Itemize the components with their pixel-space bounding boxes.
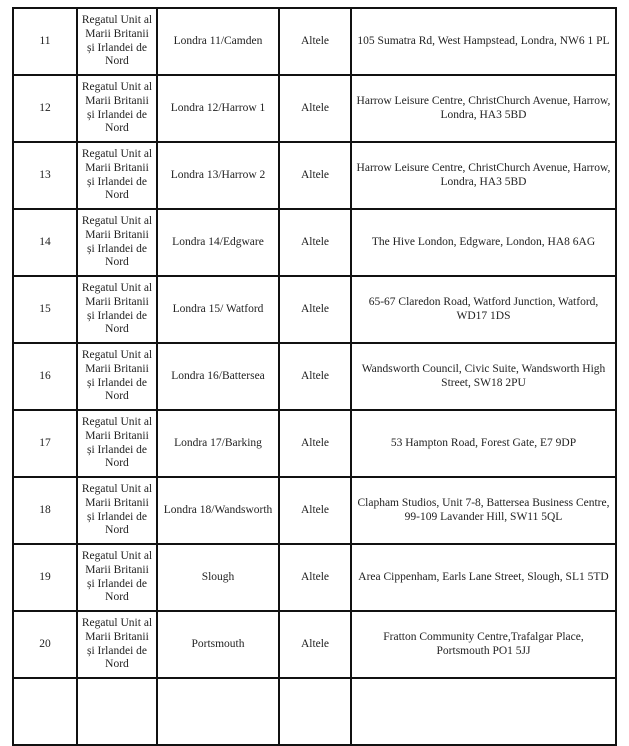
section-type: Altele [278, 208, 352, 277]
row-number: 14 [12, 208, 78, 277]
section-name: Londra 11/Camden [156, 7, 280, 76]
table-row: 11 Regatul Unit al Marii Britanii și Irla… [12, 7, 617, 76]
table-row: 13 Regatul Unit al Marii Britanii și Irla… [12, 141, 617, 210]
table-row: 20 Regatul Unit al Marii Britanii și Irla… [12, 610, 617, 679]
section-type: Altele [278, 275, 352, 344]
row-number: 19 [12, 543, 78, 612]
address-cell: 53 Hampton Road, Forest Gate, E7 9DP [350, 409, 617, 478]
address-cell: Wandsworth Council, Civic Suite, Wandswo… [350, 342, 617, 411]
table-row: 17 Regatul Unit al Marii Britanii și Irla… [12, 409, 617, 478]
table-row: 18 Regatul Unit al Marii Britanii și Irla… [12, 476, 617, 545]
table-row-partial [12, 677, 617, 746]
section-name: Londra 16/Battersea [156, 342, 280, 411]
section-name: Londra 17/Barking [156, 409, 280, 478]
country-cell: Regatul Unit al Marii Britanii și Irland… [76, 275, 158, 344]
address-cell: Harrow Leisure Centre, ChristChurch Aven… [350, 141, 617, 210]
section-type: Altele [278, 7, 352, 76]
row-number: 17 [12, 409, 78, 478]
country-cell: Regatul Unit al Marii Britanii și Irland… [76, 342, 158, 411]
empty-cell [350, 677, 617, 746]
section-name: Slough [156, 543, 280, 612]
section-type: Altele [278, 409, 352, 478]
row-number: 11 [12, 7, 78, 76]
section-name: Portsmouth [156, 610, 280, 679]
address-cell: 105 Sumatra Rd, West Hampstead, Londra, … [350, 7, 617, 76]
section-name: Londra 13/Harrow 2 [156, 141, 280, 210]
section-type: Altele [278, 476, 352, 545]
row-number: 12 [12, 74, 78, 143]
address-cell: Area Cippenham, Earls Lane Street, Sloug… [350, 543, 617, 612]
address-cell: Clapham Studios, Unit 7-8, Battersea Bus… [350, 476, 617, 545]
table-row: 14 Regatul Unit al Marii Britanii și Irla… [12, 208, 617, 277]
address-cell: Harrow Leisure Centre, ChristChurch Aven… [350, 74, 617, 143]
section-type: Altele [278, 543, 352, 612]
table-row: 12 Regatul Unit al Marii Britanii și Irla… [12, 74, 617, 143]
country-cell: Regatul Unit al Marii Britanii și Irland… [76, 141, 158, 210]
country-cell: Regatul Unit al Marii Britanii și Irland… [76, 7, 158, 76]
empty-cell [278, 677, 352, 746]
section-name: Londra 14/Edgware [156, 208, 280, 277]
section-name: Londra 15/ Watford [156, 275, 280, 344]
polling-stations-table: 11 Regatul Unit al Marii Britanii și Irla… [12, 7, 617, 746]
empty-cell [76, 677, 158, 746]
address-cell: 65-67 Claredon Road, Watford Junction, W… [350, 275, 617, 344]
table-row: 15 Regatul Unit al Marii Britanii și Irla… [12, 275, 617, 344]
row-number: 15 [12, 275, 78, 344]
country-cell: Regatul Unit al Marii Britanii și Irland… [76, 409, 158, 478]
section-type: Altele [278, 74, 352, 143]
country-cell: Regatul Unit al Marii Britanii și Irland… [76, 610, 158, 679]
section-name: Londra 18/Wandsworth [156, 476, 280, 545]
empty-cell [156, 677, 280, 746]
address-cell: The Hive London, Edgware, London, HA8 6A… [350, 208, 617, 277]
country-cell: Regatul Unit al Marii Britanii și Irland… [76, 208, 158, 277]
row-number: 20 [12, 610, 78, 679]
section-type: Altele [278, 141, 352, 210]
table-body: 11 Regatul Unit al Marii Britanii și Irla… [12, 7, 617, 746]
row-number: 18 [12, 476, 78, 545]
address-cell: Fratton Community Centre,Trafalgar Place… [350, 610, 617, 679]
empty-cell [12, 677, 78, 746]
row-number: 16 [12, 342, 78, 411]
table-row: 19 Regatul Unit al Marii Britanii și Irla… [12, 543, 617, 612]
table-row: 16 Regatul Unit al Marii Britanii și Irla… [12, 342, 617, 411]
section-type: Altele [278, 342, 352, 411]
row-number: 13 [12, 141, 78, 210]
country-cell: Regatul Unit al Marii Britanii și Irland… [76, 476, 158, 545]
section-name: Londra 12/Harrow 1 [156, 74, 280, 143]
section-type: Altele [278, 610, 352, 679]
country-cell: Regatul Unit al Marii Britanii și Irland… [76, 74, 158, 143]
country-cell: Regatul Unit al Marii Britanii și Irland… [76, 543, 158, 612]
